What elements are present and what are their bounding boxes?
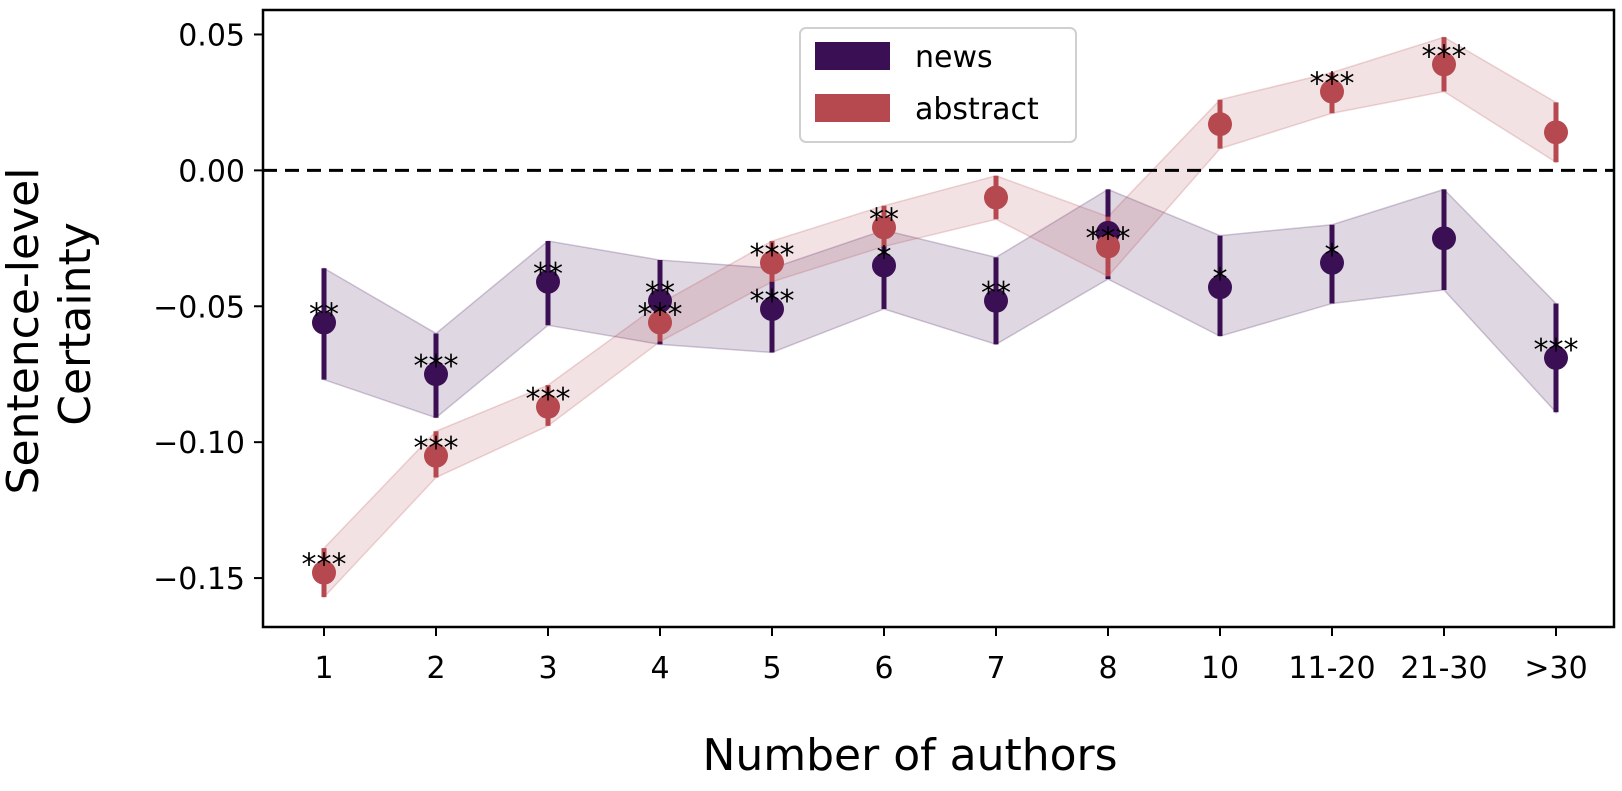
x-tick-label: 5: [762, 651, 781, 686]
point-abstract: [424, 443, 448, 468]
x-tick-label: 11-20: [1288, 651, 1375, 686]
y-axis-title-line-1: Sentence-level: [0, 168, 49, 495]
y-tick-label: 0.00: [178, 154, 245, 189]
point-news: [760, 296, 784, 321]
x-axis-title: Number of authors: [702, 730, 1117, 781]
point-abstract: [1096, 234, 1120, 259]
x-axis: 1 2 3 4 5 6 7 8 10 11-20 21-30 >30: [314, 627, 1588, 686]
point-abstract: [1544, 120, 1568, 145]
significance-label-news: **: [309, 298, 339, 333]
point-news: [1544, 345, 1568, 370]
point-news: [424, 362, 448, 387]
point-abstract: [536, 394, 560, 419]
point-news: [872, 253, 896, 278]
y-tick-label: −0.10: [153, 426, 245, 461]
significance-label-abstract: ***: [1310, 67, 1355, 102]
x-tick-label: 3: [538, 651, 557, 686]
significance-label-abstract: ***: [750, 238, 795, 273]
point-abstract: [760, 250, 784, 275]
significance-label-news: ***: [1534, 333, 1579, 368]
point-abstract: [872, 215, 896, 240]
x-tick-label: 4: [650, 651, 669, 686]
plot-frame: [261, 8, 1616, 629]
x-tick-label: >30: [1524, 651, 1587, 686]
legend-swatch-news: [815, 42, 890, 70]
significance-label-news: *: [1325, 238, 1340, 273]
significance-labels: ********* ****** *************************…: [302, 39, 1579, 582]
point-news: [536, 269, 560, 294]
point-abstract: [1208, 112, 1232, 137]
point-news: [1208, 275, 1232, 300]
significance-label-news: **: [533, 257, 563, 292]
significance-label-news: ***: [414, 349, 459, 384]
legend: news abstract: [799, 27, 1077, 143]
y-tick-label: 0.05: [178, 18, 245, 53]
y-axis-title-line-2: Certainty: [50, 222, 101, 426]
x-tick-label: 7: [986, 651, 1005, 686]
significance-label-abstract: ***: [1086, 221, 1131, 256]
significance-label-news: *: [877, 240, 892, 275]
significance-label-news: ***: [750, 284, 795, 319]
significance-label-news: **: [645, 276, 675, 311]
significance-label-news: **: [981, 276, 1011, 311]
y-axis: 0.05 0.00 −0.05 −0.10 −0.15: [153, 18, 263, 597]
data-points: [312, 52, 1568, 585]
significance-label-abstract: ***: [302, 548, 347, 583]
point-abstract: [312, 560, 336, 585]
x-tick-label: 2: [426, 651, 445, 686]
point-abstract: [1432, 52, 1456, 77]
significance-label-abstract: **: [869, 202, 899, 237]
point-abstract: [984, 185, 1008, 210]
y-axis-title: Sentence-level Certainty: [0, 154, 101, 495]
significance-label-abstract: ***: [414, 431, 459, 466]
x-tick-label: 1: [314, 651, 333, 686]
point-news: [648, 288, 672, 313]
point-abstract: [1320, 79, 1344, 104]
point-news: [1320, 250, 1344, 275]
x-tick-label: 10: [1201, 651, 1239, 686]
legend-label-news: news: [915, 40, 993, 75]
x-tick-label: 21-30: [1400, 651, 1487, 686]
y-tick-label: −0.05: [153, 290, 245, 325]
y-tick-label: −0.15: [153, 562, 245, 597]
legend-swatch-abstract: [815, 94, 890, 122]
x-tick-label: 8: [1098, 651, 1117, 686]
significance-label-abstract: ***: [638, 298, 683, 333]
point-news: [312, 310, 336, 335]
significance-label-abstract: ***: [526, 382, 571, 417]
significance-label-abstract: ***: [1422, 39, 1467, 74]
significance-label-news: *: [1213, 262, 1228, 297]
x-tick-label: 6: [874, 651, 893, 686]
legend-label-abstract: abstract: [915, 92, 1039, 127]
point-abstract: [648, 310, 672, 335]
point-news: [984, 288, 1008, 313]
point-news: [1432, 226, 1456, 251]
